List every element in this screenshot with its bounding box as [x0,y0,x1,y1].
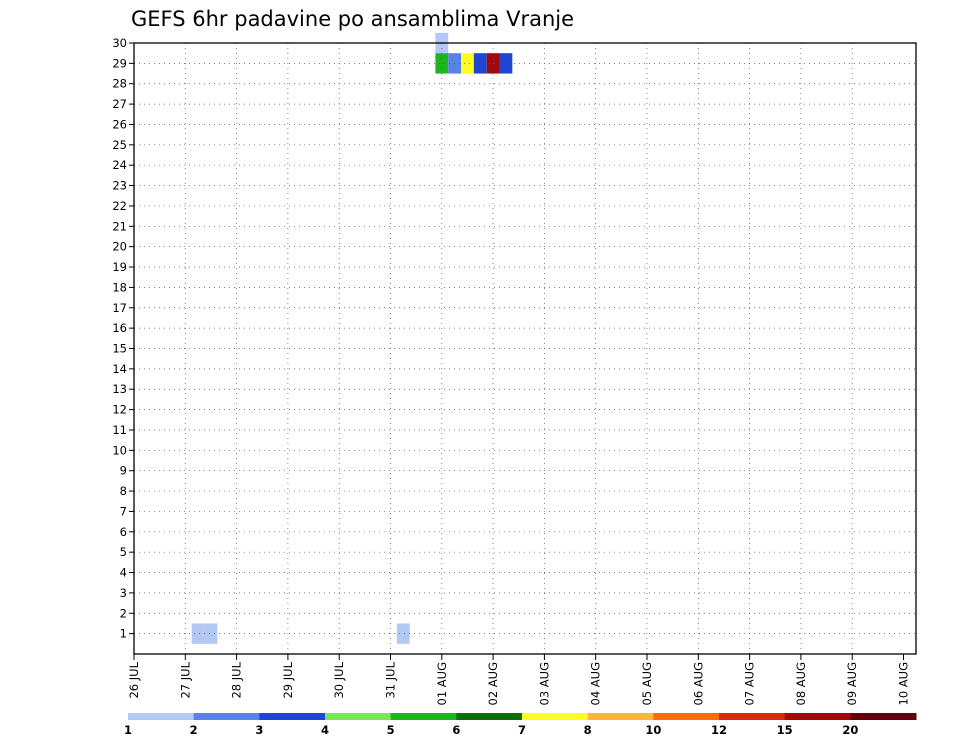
legend-swatch [850,713,917,720]
y-tick-label: 28 [112,77,127,91]
y-tick-label: 23 [112,179,127,193]
y-tick-label: 25 [112,138,127,152]
y-tick-label: 12 [112,403,127,417]
y-tick-label: 7 [120,504,127,518]
y-tick-label: 9 [120,464,127,478]
legend-swatch [325,713,392,720]
y-tick-label: 4 [120,566,127,580]
legend: 1 2 3 4 5 6 7 8 10 12 15 20 [124,713,917,737]
y-tick-label: 3 [120,586,127,600]
y-tick-label: 8 [120,484,127,498]
y-tick-label: 24 [112,158,127,172]
heatmap-cell [499,53,513,74]
legend-label: 1 [124,723,132,737]
y-tick-label: 21 [112,219,127,233]
x-tick-label: 28 JUL [230,661,244,698]
y-tick-label: 10 [112,443,127,457]
x-tick-label: 02 AUG [486,662,500,705]
legend-swatch [390,713,457,720]
legend-label: 20 [842,723,858,737]
y-tick-label: 16 [112,321,127,335]
x-tick-label: 08 AUG [794,662,808,705]
legend-swatch [784,713,851,720]
legend-label: 12 [711,723,727,737]
y-tick-label: 30 [112,36,127,50]
y-tick-label: 11 [112,423,127,437]
legend-label: 5 [387,723,395,737]
x-tick-label: 04 AUG [589,662,603,705]
x-tick-label: 10 AUG [897,662,911,705]
legend-swatch [259,713,326,720]
y-tick-label: 26 [112,117,127,131]
legend-label: 15 [777,723,793,737]
x-tick-label: 05 AUG [640,662,654,705]
x-tick-label: 31 JUL [384,661,398,698]
legend-label: 10 [645,723,661,737]
y-tick-label: 5 [120,545,127,559]
y-tick-label: 19 [112,260,127,274]
heatmap-cell [461,53,474,74]
y-tick-label: 14 [112,362,127,376]
y-tick-label: 1 [120,627,127,641]
x-tick-label: 29 JUL [281,661,295,698]
legend-swatch [456,713,523,720]
legend-label: 8 [584,723,592,737]
y-tick-label: 18 [112,280,127,294]
legend-swatch [193,713,260,720]
legend-label: 2 [190,723,198,737]
legend-swatch [587,713,654,720]
heatmap-cell [191,623,205,644]
legend-swatch [653,713,720,720]
y-tick-label: 29 [112,56,127,70]
y-tick-label: 6 [120,525,127,539]
x-tick-label: 30 JUL [332,661,346,698]
y-tick-label: 15 [112,342,127,356]
legend-label: 4 [321,723,329,737]
y-tick-label: 13 [112,382,127,396]
x-tick-label: 07 AUG [743,662,757,705]
chart-title: GEFS 6hr padavine po ansamblima Vranje [131,7,574,31]
grid-lines [134,42,916,654]
axes: 1234567891011121314151617181920212223242… [112,36,917,705]
legend-swatch [719,713,786,720]
heatmap-cell [396,623,410,644]
legend-label: 7 [518,723,526,737]
y-tick-label: 27 [112,97,127,111]
legend-label: 3 [255,723,263,737]
y-tick-label: 22 [112,199,127,213]
x-tick-label: 09 AUG [845,662,859,705]
x-tick-label: 01 AUG [435,662,449,705]
y-tick-label: 2 [120,606,127,620]
legend-swatch [522,713,589,720]
legend-label: 6 [452,723,460,737]
y-tick-label: 17 [112,301,127,315]
heatmap-cell [473,53,487,74]
legend-swatch [128,713,195,720]
x-tick-label: 03 AUG [537,662,551,705]
y-tick-label: 20 [112,240,127,254]
x-tick-label: 26 JUL [127,661,141,698]
x-tick-label: 06 AUG [691,662,705,705]
x-tick-label: 27 JUL [178,661,192,698]
heatmap-cell [204,623,218,644]
